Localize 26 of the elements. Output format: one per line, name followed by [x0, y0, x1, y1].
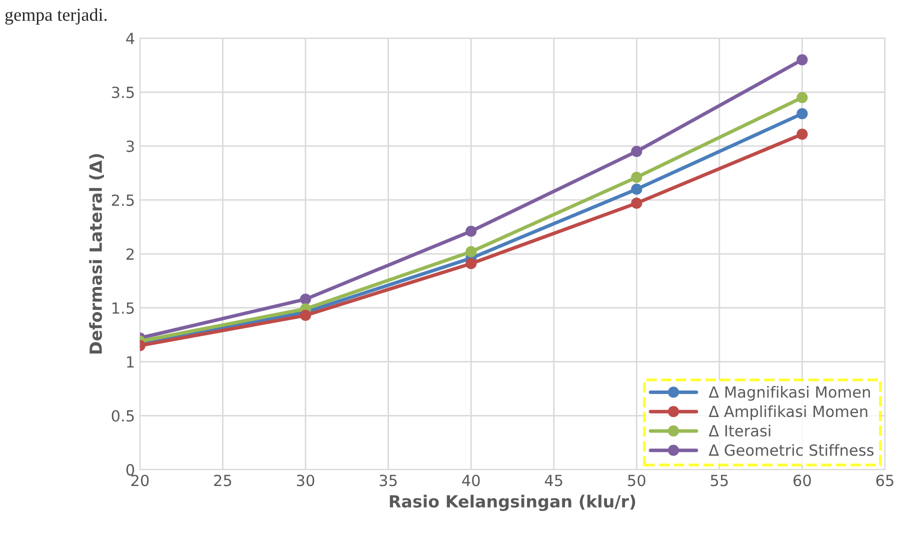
y-tick-label: 3.5: [112, 86, 134, 98]
y-tick-label: 1.5: [112, 302, 134, 314]
legend-label: Δ Geometric Stiffness: [708, 444, 874, 456]
y-tick-label: 1: [127, 356, 134, 368]
y-tick-label: 2.5: [112, 194, 134, 206]
x-tick-label: 35: [380, 474, 397, 486]
text: gempa terjadi.: [5, 8, 107, 25]
legend-label: Δ Iterasi: [708, 424, 770, 437]
legend-label: Δ Magnifikasi Momen: [708, 386, 870, 401]
x-tick-label: 55: [710, 474, 728, 486]
y-tick-label: 0.5: [112, 410, 134, 422]
x-axis-title: Rasio Kelangsingan (klu/r): [390, 494, 636, 512]
x-tick-label: 30: [296, 474, 314, 486]
y-tick-label: 4: [126, 32, 134, 44]
x-tick-label: 65: [876, 474, 894, 486]
y-tick-label: 3: [126, 140, 134, 152]
x-tick-label: 45: [544, 474, 562, 486]
x-tick-label: 50: [628, 474, 646, 486]
y-tick-label: 2: [126, 248, 134, 260]
y-tick-label: 0: [126, 464, 134, 476]
x-tick-label: 20: [131, 474, 149, 486]
y-axis-title: Deformasi Lateral (Δ): [89, 154, 104, 354]
x-tick-label: 60: [794, 474, 811, 486]
legend-label: Δ Amplifikasi Momen: [708, 405, 868, 420]
x-tick-label: 40: [462, 474, 480, 486]
x-tick-label: 25: [214, 474, 232, 486]
